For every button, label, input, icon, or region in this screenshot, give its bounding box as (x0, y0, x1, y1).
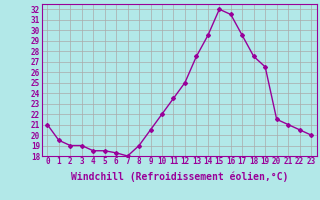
X-axis label: Windchill (Refroidissement éolien,°C): Windchill (Refroidissement éolien,°C) (70, 172, 288, 182)
